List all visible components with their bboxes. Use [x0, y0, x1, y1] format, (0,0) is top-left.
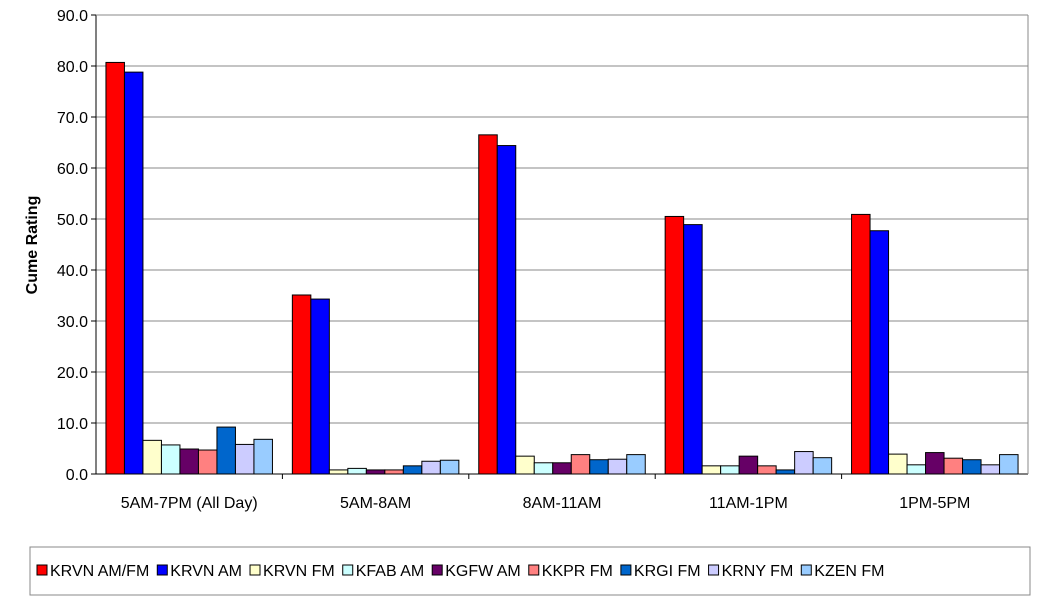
legend-swatch — [156, 564, 168, 576]
bar — [402, 465, 423, 475]
legend: KRVN AM/FM KRVN AM KRVN FM KFAB AM KGFW AM KK… — [29, 546, 1031, 596]
bar — [851, 213, 871, 475]
legend-label: KGFW AM — [445, 563, 521, 580]
y-tick-label: 10.0 — [57, 416, 88, 433]
x-tick-label: 5AM-7PM (All Day) — [121, 495, 258, 512]
bar — [925, 452, 945, 475]
y-axis-title: Cume Rating — [24, 196, 41, 295]
legend-label: KRVN FM — [263, 563, 335, 580]
bar — [478, 134, 498, 475]
bar — [365, 469, 386, 475]
legend-label: KRVN AM/FM — [50, 563, 149, 580]
bar — [105, 61, 125, 475]
bar — [607, 458, 628, 475]
y-tick-label: 40.0 — [57, 263, 88, 280]
bar — [179, 448, 199, 475]
bar — [943, 457, 964, 475]
x-tick-label: 11AM-1PM — [709, 495, 788, 512]
bar — [160, 444, 181, 475]
bar — [421, 460, 441, 475]
bar — [812, 457, 833, 475]
y-tick-labels: 0.0 10.0 20.0 30.0 40.0 50.0 60.0 70.0 80.0 90.0 — [57, 8, 88, 484]
x-tick-label: 5AM-8AM — [340, 495, 411, 512]
y-tick-label: 80.0 — [57, 59, 88, 76]
legend-swatch — [36, 564, 48, 576]
legend-label: KZEN FM — [814, 563, 884, 580]
bar — [328, 469, 349, 475]
bar — [384, 469, 404, 475]
bar — [962, 459, 982, 475]
bar — [701, 465, 722, 475]
bar — [869, 230, 890, 475]
bar — [720, 465, 740, 475]
bar — [123, 71, 144, 475]
bar — [253, 438, 273, 475]
y-tick-label: 20.0 — [57, 365, 88, 382]
bar — [589, 459, 609, 475]
bar — [626, 454, 646, 475]
legend-swatch — [528, 564, 540, 576]
bar — [980, 464, 1001, 475]
bar — [999, 454, 1019, 475]
legend-swatch — [431, 564, 443, 576]
bar — [496, 145, 517, 475]
bar — [757, 465, 777, 475]
bar — [794, 451, 814, 475]
bar — [683, 224, 703, 475]
legend-swatch — [342, 564, 354, 576]
legend-label: KRNY FM — [722, 563, 794, 580]
legend-swatch — [620, 564, 632, 576]
bar — [216, 426, 236, 475]
bar — [906, 464, 927, 475]
y-tick-label: 60.0 — [57, 161, 88, 178]
x-tick-label: 1PM-5PM — [899, 495, 970, 512]
bar — [664, 215, 685, 475]
bar — [888, 453, 908, 475]
legend-label: KRGI FM — [634, 563, 701, 580]
bars — [105, 61, 1019, 475]
bar — [570, 454, 591, 475]
y-tick-label: 0.0 — [66, 467, 88, 484]
bar — [552, 462, 572, 475]
y-tick-label: 50.0 — [57, 212, 88, 229]
legend-swatch — [800, 564, 812, 576]
bar — [347, 467, 367, 475]
bar — [439, 459, 460, 475]
x-tick-labels: 5AM-7PM (All Day) 5AM-8AM 8AM-11AM 11AM-1PM… — [121, 495, 971, 512]
axes — [95, 14, 1029, 479]
y-tick-label: 90.0 — [57, 8, 88, 25]
y-tick-label: 30.0 — [57, 314, 88, 331]
bar — [142, 439, 162, 475]
bar — [291, 294, 312, 475]
legend-label: KFAB AM — [356, 563, 424, 580]
bar — [197, 449, 218, 475]
x-tick-label: 8AM-11AM — [523, 495, 602, 512]
bar — [775, 469, 796, 475]
legend-swatch — [249, 564, 261, 576]
y-tick-label: 70.0 — [57, 110, 88, 127]
legend-label: KKPR FM — [542, 563, 613, 580]
bar — [533, 462, 554, 475]
bar — [234, 443, 255, 475]
legend-swatch — [708, 564, 720, 576]
bar — [738, 455, 759, 475]
bar — [310, 298, 330, 475]
bar — [515, 455, 535, 475]
legend-label: KRVN AM — [170, 563, 242, 580]
